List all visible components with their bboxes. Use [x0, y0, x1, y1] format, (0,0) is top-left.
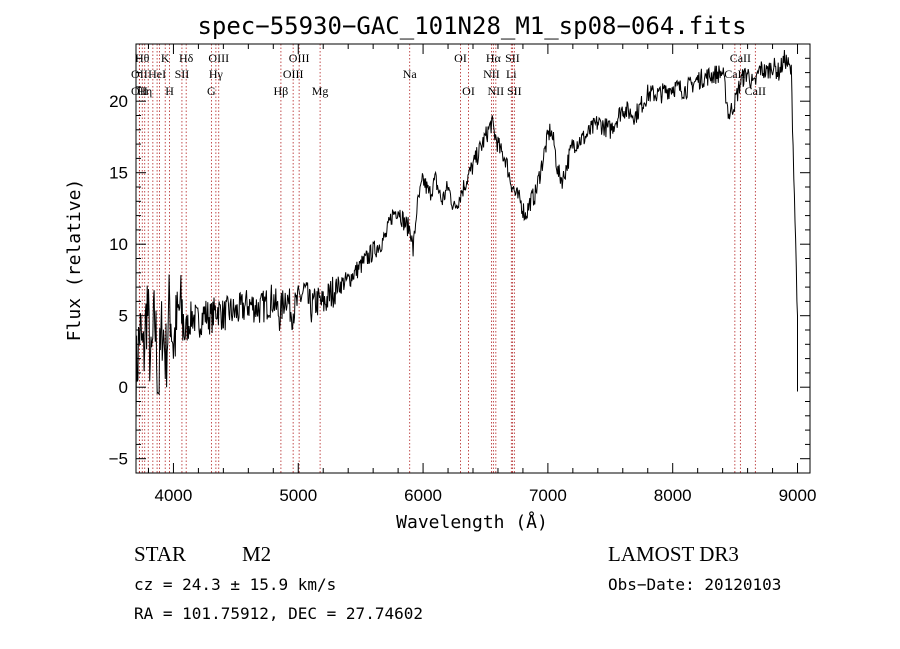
spectral-line-label: K — [161, 51, 170, 65]
x-tick-label: 4000 — [155, 486, 193, 505]
spectral-line-label: OII — [131, 84, 148, 98]
spectral-line-label: CaII — [730, 51, 751, 65]
y-tick-label: 10 — [109, 235, 128, 254]
spectral-line-label: G — [207, 84, 216, 98]
survey-name: LAMOST DR3 — [608, 542, 739, 566]
y-tick-label: 15 — [109, 164, 128, 183]
spectral-line-label: SII — [507, 84, 522, 98]
spectral-line-label: OIII — [289, 51, 310, 65]
x-tick-label: 5000 — [279, 486, 317, 505]
spectral-line-label: HeI — [148, 67, 166, 81]
y-tick-label: 0 — [119, 378, 128, 397]
x-tick-label: 6000 — [404, 486, 442, 505]
spectral-line-label: Hη — [137, 84, 152, 98]
y-axis-label: Flux (relative) — [64, 179, 85, 342]
redshift-cz: cz = 24.3 ± 15.9 km/s — [134, 575, 336, 594]
spectral-line-label: SII — [175, 67, 190, 81]
observation-date: Obs−Date: 20120103 — [608, 575, 781, 594]
x-tick-label: 7000 — [529, 486, 567, 505]
spectral-line-label: SII — [505, 51, 520, 65]
spectral-line-label: Hγ — [209, 67, 224, 81]
spectral-line-label: Li — [506, 67, 517, 81]
spectral-line-label: OIII — [208, 51, 229, 65]
x-tick-label: 8000 — [654, 486, 692, 505]
spectral-line-label: Hθ — [135, 51, 150, 65]
spectral-line-label: Hδ — [179, 51, 194, 65]
flux-series-line — [135, 49, 798, 423]
spectral-line-label: NII — [488, 84, 505, 98]
spectral-line-label: OI — [454, 51, 467, 65]
spectral-line-label: NII — [483, 67, 500, 81]
spectral-lines — [138, 44, 756, 473]
spectral-line-labels: HθOIIOIIHηHeIKHSIIHδGHγOIIIHβOIIIOIIIMgN… — [131, 51, 766, 98]
x-axis-label: Wavelength (Å) — [396, 511, 548, 533]
spectral-line-label: Hα — [486, 51, 502, 65]
y-tick-label: 20 — [109, 92, 128, 111]
y-axis-ticks: −5 0 5 10 15 20 — [109, 43, 810, 474]
x-axis-ticks: 4000 5000 6000 7000 8000 9000 — [147, 44, 817, 505]
spectral-line-label: Mg — [312, 84, 329, 98]
spectral-line-label: H — [165, 84, 174, 98]
ra-dec-coordinates: RA = 101.75912, DEC = 27.74602 — [134, 604, 423, 623]
spectral-line-label: Na — [403, 67, 418, 81]
y-tick-label: 5 — [119, 307, 128, 326]
object-class: STAR — [134, 542, 186, 566]
y-tick-label: −5 — [109, 450, 128, 469]
x-tick-label: 9000 — [779, 486, 817, 505]
spectral-line-label: CaII — [724, 67, 745, 81]
spectral-line-label: OI — [462, 84, 475, 98]
object-subclass: M2 — [242, 542, 271, 566]
spectral-line-label: OII — [131, 67, 148, 81]
chart-title: spec−55930−GAC_101N28_M1_sp08−064.fits — [197, 12, 746, 40]
plot-frame — [135, 43, 811, 474]
spectral-line-label: OIII — [283, 67, 304, 81]
spectral-line-label: Hβ — [274, 84, 289, 98]
spectral-line-label: CaII — [745, 84, 766, 98]
